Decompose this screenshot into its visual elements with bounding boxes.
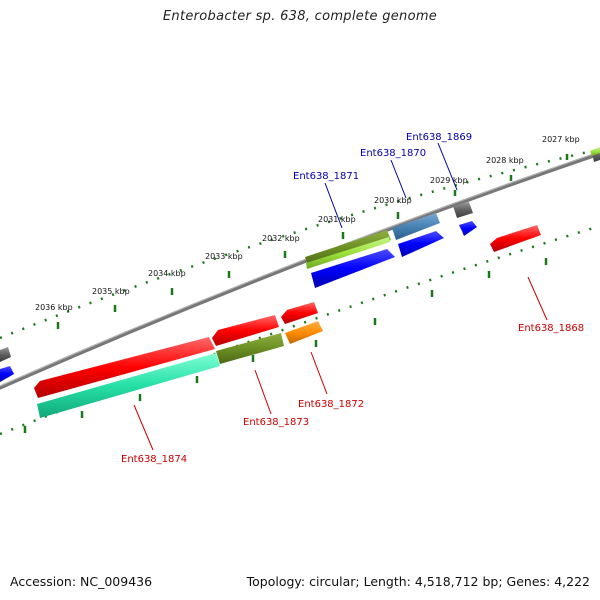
reverse-genes [34,225,541,418]
topology-text: Topology: circular; Length: 4,518,712 bp… [246,574,590,589]
gene-arrow-red-small[interactable] [281,302,318,324]
genome-backbone-highlight [0,151,600,387]
scale-label: 2036 kbp [35,303,73,312]
gene-arrow-ent638-1869[interactable] [453,202,473,218]
gene-arrow-ent638-1873[interactable] [216,333,284,364]
gene-label[interactable]: Ent638_1872 [298,399,364,410]
gene-arrow-ent638-1874[interactable] [34,337,215,398]
inner-major-ticks [23,258,548,433]
gene-arrow-ent638-1870[interactable] [392,213,440,240]
gene-arrow-blue-mid[interactable] [398,231,444,257]
gene-arrow-ent638-1868[interactable] [490,225,541,252]
scale-labels: 2027 kbp 2028 kbp 2029 kbp 2030 kbp 2031… [35,135,580,312]
scale-label: 2030 kbp [374,196,412,205]
gene-label[interactable]: Ent638_1871 [293,171,359,182]
gene-arrow-blue-left-edge[interactable] [0,366,14,382]
gene-label[interactable]: Ent638_1873 [243,417,309,428]
scale-label: 2035 kbp [92,287,130,296]
gene-arrow-blue-large[interactable] [311,249,395,288]
map-title: Enterobacter sp. 638, complete genome [162,9,438,24]
gene-label[interactable]: Ent638_1870 [360,148,426,159]
gene-label[interactable]: Ent638_1868 [518,323,584,334]
gene-label[interactable]: Ent638_1869 [406,132,472,143]
accession-text: Accession: NC_009436 [10,574,153,589]
gene-arrow-blue-small[interactable] [459,221,477,236]
outer-major-ticks [56,154,569,329]
gene-arrow-lime[interactable] [306,237,390,269]
scale-label: 2027 kbp [542,135,580,144]
scale-label: 2033 kbp [205,252,243,261]
gene-arrow-ent638-1872[interactable] [285,321,323,344]
gene-label[interactable]: Ent638_1874 [121,454,187,465]
gene-arrow-grey-left-edge[interactable] [0,347,11,362]
label-leader-lines [133,142,548,451]
gene-labels: Ent638_1869 Ent638_1870 Ent638_1871 Ent6… [121,132,584,465]
scale-label: 2028 kbp [486,156,524,165]
genome-backbone [0,151,600,390]
scale-label: 2034 kbp [148,269,186,278]
scale-label: 2032 kbp [262,234,300,243]
scale-label: 2029 kbp [430,176,468,185]
gene-arrow-red-mid[interactable] [212,315,279,346]
gene-arrow-aqua[interactable] [37,353,220,418]
scale-label: 2031 kbp [318,215,356,224]
forward-genes [0,147,600,382]
gene-arrow-lime-right-edge[interactable] [590,147,600,156]
